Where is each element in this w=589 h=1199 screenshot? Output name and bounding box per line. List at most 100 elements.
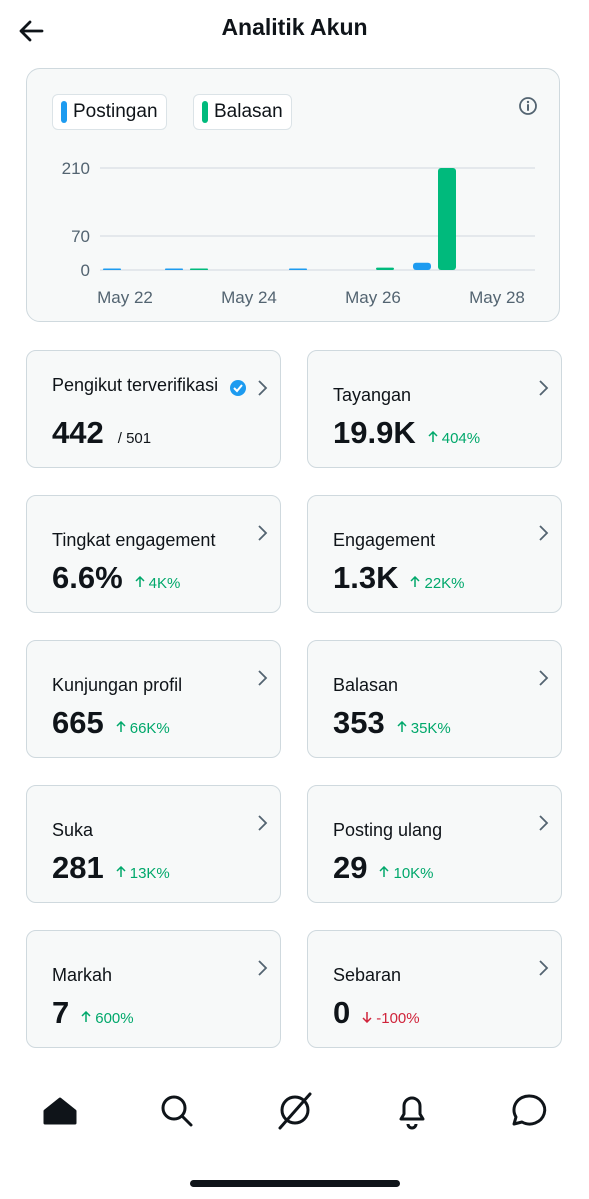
bar: [165, 268, 183, 270]
change-arrow: [116, 720, 126, 732]
change-value: 10K%: [393, 865, 434, 882]
notifications-icon[interactable]: [399, 1096, 425, 1130]
card-value-row: 7 600%: [52, 995, 134, 1031]
card-value: 1.3K: [333, 560, 399, 595]
card-value-row: 442 / 501: [52, 415, 151, 451]
change-value: 66K%: [129, 720, 170, 737]
change-value: 404%: [441, 430, 481, 447]
change-arrow: [81, 1010, 91, 1022]
legend-label: Balasan: [214, 101, 283, 122]
back-button[interactable]: [16, 16, 46, 46]
card-label: Pengikut terverifikasi: [52, 375, 219, 395]
card-label: Tingkat engagement: [52, 530, 216, 550]
card-value: 665: [52, 705, 104, 740]
card-value-row: 6.6% 4K%: [52, 560, 180, 596]
bar: [190, 268, 208, 270]
legend-label: Postingan: [73, 101, 158, 122]
metric-card[interactable]: Posting ulang 29 10K%: [307, 785, 562, 903]
chevron: [539, 670, 549, 686]
change-value: 22K%: [424, 575, 465, 592]
card-label: Engagement: [333, 530, 436, 550]
info-icon[interactable]: [517, 95, 539, 117]
metric-card[interactable]: Pengikut terverifikasi 442 / 501: [26, 350, 281, 468]
chevron: [539, 380, 549, 396]
bar: [103, 268, 121, 270]
chevron: [258, 525, 268, 541]
card-value-row: 29 10K%: [333, 850, 434, 886]
legend-swatch: [61, 101, 67, 123]
messages-icon[interactable]: [512, 1094, 547, 1126]
y-tick-label: 70: [71, 227, 90, 246]
grok-icon[interactable]: [278, 1092, 312, 1130]
legend-swatch: [202, 101, 208, 123]
bar: [376, 267, 394, 270]
card-value: 29: [333, 850, 368, 885]
card-value: 353: [333, 705, 385, 740]
card-change: 13K%: [116, 865, 170, 882]
change-arrow: [379, 865, 390, 877]
change-value: 600%: [95, 1010, 134, 1027]
change-arrow: [410, 575, 421, 587]
card-label: Kunjungan profil: [52, 675, 183, 695]
card-value: 0: [333, 995, 351, 1030]
card-change: 66K%: [116, 720, 170, 737]
bar: [289, 268, 307, 270]
card-value: 6.6%: [52, 560, 123, 595]
home-icon[interactable]: [43, 1097, 77, 1125]
chevron: [258, 380, 268, 396]
card-label: Posting ulang: [333, 820, 443, 840]
metric-card[interactable]: Tayangan 19.9K 404%: [307, 350, 562, 468]
change-arrow: [362, 1012, 372, 1024]
card-value-row: 0 -100%: [333, 995, 420, 1031]
metric-card[interactable]: Sebaran 0 -100%: [307, 930, 562, 1048]
bottom-nav: [43, 1092, 547, 1187]
metric-card[interactable]: Markah 7 600%: [26, 930, 281, 1048]
chart: 0 70 210 May 22 May 24 May 26 May 28: [62, 159, 535, 307]
card-value: 281: [52, 850, 104, 885]
metric-card[interactable]: Engagement 1.3K 22K%: [307, 495, 562, 613]
card-value-row: 1.3K 22K%: [333, 560, 465, 596]
card-value: 19.9K: [333, 415, 416, 450]
chevron: [539, 815, 549, 831]
card-change: 404%: [428, 430, 480, 447]
metric-card[interactable]: Suka 281 13K%: [26, 785, 281, 903]
chevron: [258, 960, 268, 976]
y-tick-label: 210: [62, 159, 90, 178]
card-change: 10K%: [379, 865, 434, 882]
metric-card[interactable]: Tingkat engagement 6.6% 4K%: [26, 495, 281, 613]
metric-card[interactable]: Balasan 353 35K%: [307, 640, 562, 758]
chevron: [539, 960, 549, 976]
change-value: -100%: [376, 1010, 420, 1027]
card-value-row: 665 66K%: [52, 705, 170, 741]
change-arrow: [116, 865, 126, 877]
card-change: 35K%: [397, 720, 451, 737]
page-title: Analitik Akun: [221, 14, 368, 40]
metric-card[interactable]: Kunjungan profil 665 66K%: [26, 640, 281, 758]
chevron: [539, 525, 549, 541]
card-value: 7: [52, 995, 70, 1030]
change-arrow: [428, 430, 438, 442]
card-value-row: 281 13K%: [52, 850, 170, 886]
card-label: Markah: [52, 965, 113, 985]
x-tick-label: May 22: [97, 288, 153, 307]
card-change: 4K%: [135, 575, 181, 592]
change-arrow: [135, 575, 145, 587]
change-value: 35K%: [410, 720, 451, 737]
verified-badge: [230, 380, 246, 396]
card-label: Balasan: [333, 675, 399, 695]
card-label: Tayangan: [333, 385, 412, 405]
change-value: 4K%: [148, 575, 181, 592]
card-label: Suka: [52, 820, 94, 840]
x-tick-label: May 26: [345, 288, 401, 307]
change-arrow: [397, 720, 407, 732]
card-label: Sebaran: [333, 965, 402, 985]
card-change: 600%: [81, 1010, 134, 1027]
search-icon[interactable]: [161, 1095, 193, 1127]
legend-item: Postingan: [52, 94, 167, 130]
chevron: [258, 815, 268, 831]
y-tick-label: 0: [81, 261, 90, 280]
home-indicator: [190, 1180, 400, 1187]
bar: [413, 262, 431, 270]
card-value-row: 353 35K%: [333, 705, 451, 741]
